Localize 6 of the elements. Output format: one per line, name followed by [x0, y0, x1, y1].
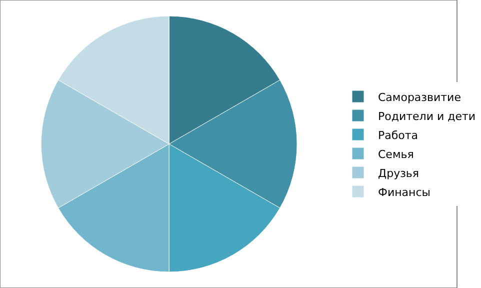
legend-label: Друзья: [378, 166, 420, 180]
legend-label: Саморазвитие: [378, 90, 462, 104]
legend-label: Работа: [378, 128, 418, 142]
legend-label: Родители и дети: [378, 110, 476, 123]
legend-label: Семья: [378, 148, 414, 161]
legend-label: Финансы: [378, 186, 430, 199]
